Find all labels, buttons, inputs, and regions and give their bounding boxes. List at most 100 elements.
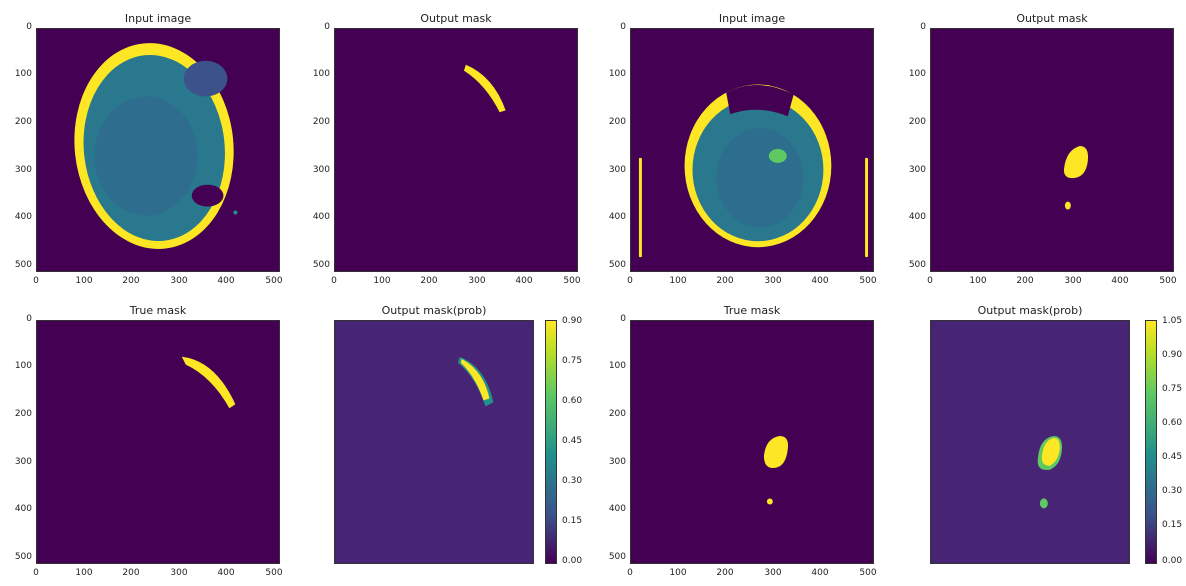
prob-mask-image bbox=[930, 320, 1130, 564]
panel-title: True mask bbox=[129, 304, 187, 317]
x-tick: 400 bbox=[515, 276, 533, 286]
ct-scan-image bbox=[36, 28, 280, 272]
colorbar-tick: 0.15 bbox=[562, 516, 583, 526]
y-tick: 100 bbox=[908, 69, 926, 79]
y-tick: 200 bbox=[608, 409, 626, 419]
panel-output-mask-1: Output mask 0 100 200 300 400 500 0 100 … bbox=[313, 12, 581, 286]
y-tick: 0 bbox=[26, 22, 32, 32]
x-tick: 500 bbox=[563, 276, 581, 286]
y-tick: 300 bbox=[14, 165, 32, 175]
prob-mask-drawing bbox=[1037, 436, 1063, 509]
colorbar bbox=[545, 320, 557, 564]
y-tick: 200 bbox=[14, 117, 32, 127]
y-tick: 0 bbox=[620, 314, 626, 324]
x-tick: 100 bbox=[969, 276, 987, 286]
y-tick: 0 bbox=[324, 22, 330, 32]
y-tick: 400 bbox=[608, 212, 626, 222]
ct-scan-drawing bbox=[74, 43, 238, 249]
y-tick: 100 bbox=[14, 361, 32, 371]
y-tick: 400 bbox=[14, 504, 32, 514]
y-tick: 200 bbox=[14, 409, 32, 419]
x-tick: 0 bbox=[331, 276, 337, 286]
colorbar bbox=[1145, 320, 1157, 564]
colorbar-tick: 0.60 bbox=[562, 396, 583, 406]
y-tick: 400 bbox=[312, 212, 330, 222]
colorbar-tick: 0.90 bbox=[562, 316, 583, 326]
colorbar-tick: 0.30 bbox=[1162, 486, 1183, 496]
x-tick: 400 bbox=[1111, 276, 1129, 286]
x-tick: 0 bbox=[627, 276, 633, 286]
panel-output-mask-2: Output mask 0 100 200 300 400 500 0 100 … bbox=[909, 12, 1177, 286]
colorbar-tick: 0.90 bbox=[1162, 350, 1183, 360]
x-tick: 0 bbox=[33, 568, 39, 578]
panel-title: Output mask bbox=[1016, 12, 1088, 25]
y-tick: 300 bbox=[908, 165, 926, 175]
x-tick: 0 bbox=[627, 568, 633, 578]
colorbar-tick: 0.60 bbox=[1162, 418, 1183, 428]
panel-title: Output mask(prob) bbox=[381, 304, 487, 317]
x-tick: 400 bbox=[811, 568, 829, 578]
mask-image bbox=[36, 320, 280, 564]
panel-output-mask-prob-2: Output mask(prob) bbox=[930, 304, 1130, 564]
mask-image bbox=[630, 320, 874, 564]
x-tick: 400 bbox=[217, 568, 235, 578]
x-tick: 100 bbox=[75, 568, 93, 578]
x-tick: 200 bbox=[122, 568, 140, 578]
x-tick: 400 bbox=[217, 276, 235, 286]
x-tick: 0 bbox=[33, 276, 39, 286]
y-tick: 300 bbox=[14, 457, 32, 467]
colorbar-tick: 0.75 bbox=[1162, 384, 1183, 394]
x-tick: 100 bbox=[669, 568, 687, 578]
x-tick: 300 bbox=[170, 568, 188, 578]
y-tick: 100 bbox=[312, 69, 330, 79]
panel-title: Input image bbox=[124, 12, 192, 25]
x-tick: 200 bbox=[122, 276, 140, 286]
x-tick: 500 bbox=[859, 568, 877, 578]
x-tick: 100 bbox=[373, 276, 391, 286]
y-tick: 100 bbox=[608, 69, 626, 79]
mask-drawing bbox=[763, 436, 789, 505]
panel-input-image-2: Input image 0 100 200 300 400 500 0 100 … bbox=[609, 12, 877, 286]
colorbar-tick: 0.00 bbox=[1162, 556, 1183, 566]
mask-image bbox=[334, 28, 578, 272]
colorbar-tick: 0.00 bbox=[562, 556, 583, 566]
mask-image bbox=[930, 28, 1174, 272]
panel-output-mask-prob-1: Output mask(prob) bbox=[334, 304, 534, 564]
panel-title: Output mask bbox=[420, 12, 492, 25]
mask-drawing bbox=[1063, 146, 1089, 210]
y-tick: 500 bbox=[14, 552, 32, 562]
colorbar-tick: 0.45 bbox=[1162, 452, 1183, 462]
x-tick: 500 bbox=[265, 568, 283, 578]
y-tick: 300 bbox=[312, 165, 330, 175]
x-tick: 200 bbox=[1016, 276, 1034, 286]
panel-title: True mask bbox=[723, 304, 781, 317]
x-tick: 500 bbox=[265, 276, 283, 286]
y-tick: 100 bbox=[14, 69, 32, 79]
panel-true-mask-2: True mask 0 100 200 300 400 500 0 100 20… bbox=[609, 304, 877, 578]
y-tick: 0 bbox=[26, 314, 32, 324]
panel-input-image-1: Input image 0 100 200 300 400 500 0 100 … bbox=[15, 12, 283, 286]
x-tick: 0 bbox=[927, 276, 933, 286]
panel-true-mask-1: True mask 0 100 200 300 400 500 0 100 20… bbox=[15, 304, 283, 578]
mask-drawing bbox=[463, 64, 506, 113]
y-tick: 200 bbox=[608, 117, 626, 127]
y-tick: 300 bbox=[608, 457, 626, 467]
x-tick: 500 bbox=[859, 276, 877, 286]
colorbar-tick: 0.15 bbox=[1162, 520, 1183, 530]
ct-scan-drawing bbox=[638, 84, 869, 258]
x-tick: 300 bbox=[468, 276, 486, 286]
x-tick: 300 bbox=[764, 568, 782, 578]
colorbar-tick: 0.75 bbox=[562, 356, 583, 366]
x-tick: 300 bbox=[170, 276, 188, 286]
y-tick: 400 bbox=[608, 504, 626, 514]
ct-scan-image bbox=[630, 28, 874, 272]
y-tick: 500 bbox=[608, 552, 626, 562]
y-tick: 300 bbox=[608, 165, 626, 175]
y-tick: 400 bbox=[908, 212, 926, 222]
y-tick: 500 bbox=[908, 260, 926, 270]
y-tick: 500 bbox=[312, 260, 330, 270]
x-tick: 300 bbox=[1064, 276, 1082, 286]
x-tick: 200 bbox=[716, 568, 734, 578]
y-tick: 500 bbox=[14, 260, 32, 270]
x-tick: 500 bbox=[1159, 276, 1177, 286]
